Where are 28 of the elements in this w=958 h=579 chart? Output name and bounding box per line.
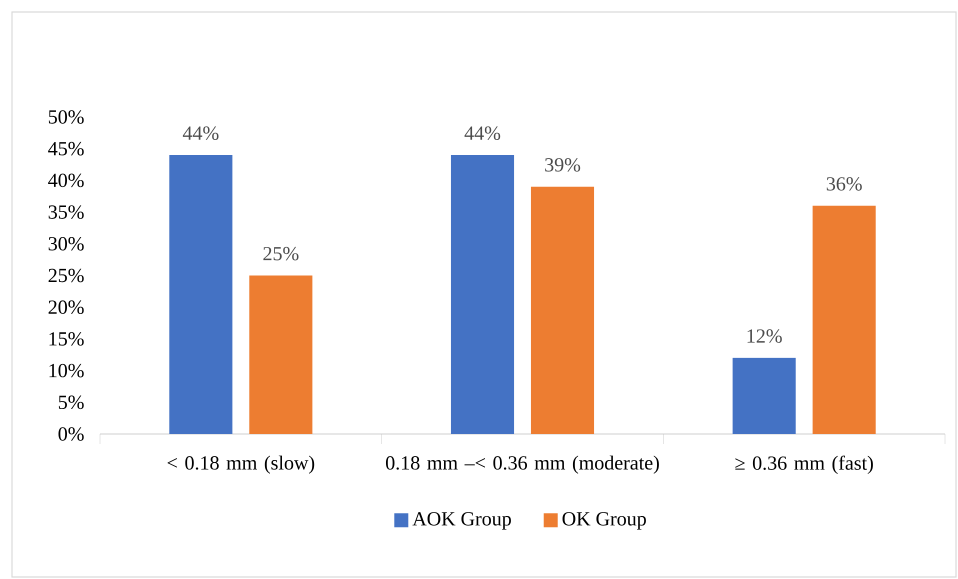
data-label: 36% xyxy=(826,177,862,191)
x-tick-label: ≥ 0.36 mm (fast) xyxy=(735,456,873,474)
bar xyxy=(812,206,876,434)
x-tick-label: 0.18 mm –< 0.36 mm (moderate) xyxy=(386,456,659,474)
y-tick-label: 25% xyxy=(48,268,84,282)
data-label: 44% xyxy=(464,126,500,140)
y-tick-label: 35% xyxy=(48,205,84,219)
y-tick-label: 15% xyxy=(49,332,84,346)
x-tick-label: < 0.18 mm (slow) xyxy=(168,456,314,474)
y-tick-label: 10% xyxy=(49,364,84,378)
data-label: 44% xyxy=(182,126,219,140)
bar xyxy=(169,155,232,434)
bar xyxy=(249,276,312,434)
y-tick-label: 20% xyxy=(48,300,84,314)
y-tick-label: 30% xyxy=(48,237,84,251)
legend-label: OK Group xyxy=(562,512,646,530)
legend-label: AOK Group xyxy=(412,512,511,530)
bar xyxy=(732,358,796,434)
y-tick-label: 0% xyxy=(58,427,84,441)
y-tick-label: 40% xyxy=(48,174,84,188)
data-label: 39% xyxy=(545,158,580,172)
bar xyxy=(530,186,594,434)
bar xyxy=(450,155,514,434)
y-tick-label: 50% xyxy=(48,110,84,124)
y-tick-label: 45% xyxy=(48,142,84,156)
data-label: 12% xyxy=(748,329,782,343)
y-tick-label: 5% xyxy=(58,396,84,410)
data-label: 25% xyxy=(263,246,298,260)
